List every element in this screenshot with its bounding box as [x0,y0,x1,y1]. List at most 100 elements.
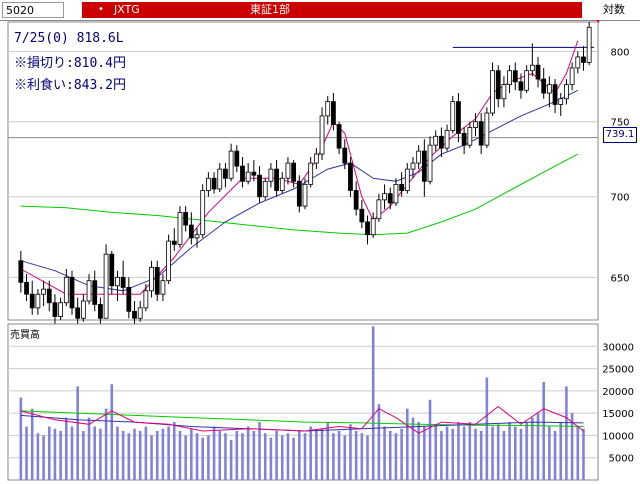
candle-body [69,276,75,309]
volume-bar [474,428,477,480]
volume-tick-label: 30000 [602,342,634,353]
candle-body [439,135,444,149]
volume-bar [320,428,324,480]
volume-panel: 5000 10000 15000 20000 25000 30000 [7,323,634,481]
candle-body [387,193,393,204]
candle-body [450,101,456,131]
volume-bar [252,430,256,480]
candle-body [444,130,450,149]
candle-body [427,144,433,182]
volume-bar [315,430,318,480]
volume-bar [343,435,347,480]
volume-bar [559,422,563,480]
volume-bar [42,435,45,480]
candle-body [586,26,592,63]
candle-body [18,260,24,283]
price-ma-long-line [20,153,579,236]
candle-body [149,266,154,292]
volume-bar [479,430,483,480]
volume-bar [428,399,432,480]
candle-body [365,221,370,236]
candle-body [285,162,291,179]
volume-bar [258,422,261,480]
candle-body [75,307,81,319]
candle-body [86,280,92,302]
volume-bar [218,430,222,480]
volume-bar [138,430,142,480]
stop-loss-info: ※損切り:810.4円 [14,56,126,71]
volume-bar [536,413,540,480]
volume-bar [411,417,415,480]
candle-body [35,293,41,309]
candle-body [274,168,279,191]
volume-panel-label: 売買高 [10,330,40,341]
candle-body [228,150,234,179]
volume-bar [161,428,165,480]
candle-body [416,150,422,164]
volume-bar [394,433,398,480]
price-panel: 650 700 750 800 [7,20,630,326]
candle-body [268,168,274,182]
volume-bar [445,426,449,480]
price-tick-label: 700 [610,193,629,204]
volume-bar [423,426,426,480]
volume-bar [309,426,312,480]
candle-body [234,150,240,167]
volume-bar [116,426,119,480]
volume-bar [462,426,466,480]
volume-bar [246,426,250,480]
volume-ma-long-line [20,410,584,427]
candle-body [382,193,387,201]
volume-bar [496,424,500,480]
volume-bar [434,424,437,480]
volume-bar [502,430,506,480]
candle-body [473,121,478,128]
volume-bar [468,422,472,480]
volume-bar [525,422,528,480]
candle-body [484,112,490,146]
volume-bar [440,430,443,480]
volume-bar [360,433,364,480]
volume-bar [286,433,290,480]
volume-bar [224,433,227,480]
candle-body [575,56,581,69]
candle-body [331,101,336,126]
volume-bar [451,428,455,480]
candle-body [319,115,325,155]
candle-body [58,302,64,317]
candle-body [245,171,251,182]
candle-body [120,276,126,288]
volume-bar [531,417,534,480]
candle-body [24,281,29,295]
candle-body [257,174,262,198]
volume-ma-short-line [20,405,584,434]
log-scale-toggle[interactable]: 対数 [603,3,625,16]
candle-body [296,180,302,207]
volume-bar [127,433,131,480]
volume-bar [65,417,68,480]
candle-body [160,280,166,295]
volume-bar [47,426,51,480]
candle-body [581,56,586,63]
candle-body [92,280,98,305]
volume-bar [513,426,517,480]
candle-body [359,208,365,223]
candle-body [80,300,86,319]
volume-bar [110,384,114,480]
volume-bar [76,386,79,480]
price-tick-label: 800 [610,48,629,59]
candle-body [512,70,518,83]
candle-body [558,98,564,105]
candle-body [399,183,405,191]
volume-bar [292,437,295,480]
volume-bar [104,408,108,480]
stock-code-field[interactable]: 5020 [2,2,64,18]
volume-bar [155,430,159,480]
candle-body [154,266,160,295]
bullet-icon: • [98,4,104,15]
volume-bar [93,426,97,480]
candle-body [103,253,109,319]
volume-bar [167,426,170,480]
volume-bar [542,381,545,480]
volume-bar [485,377,489,480]
